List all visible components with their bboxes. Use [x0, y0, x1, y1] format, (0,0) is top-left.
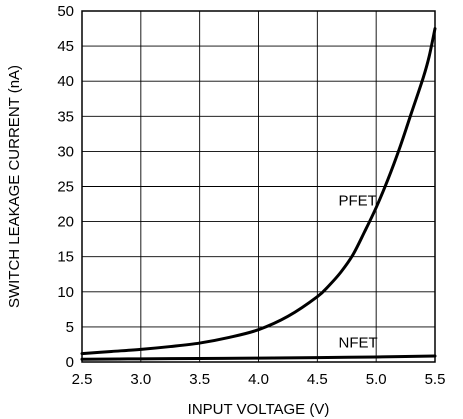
x-tick-label: 3.0 [130, 371, 151, 388]
y-tick-label: 35 [57, 108, 74, 125]
grid-lines [81, 10, 436, 363]
y-tick-label: 50 [57, 3, 74, 20]
y-tick-label: 15 [57, 249, 74, 266]
series-labels: PFET NFET [339, 192, 378, 351]
y-tick-label: 20 [57, 214, 74, 231]
x-tick-label: 4.5 [307, 371, 328, 388]
x-tick-label: 3.5 [189, 371, 210, 388]
y-tick-label: 0 [66, 354, 74, 371]
x-tick-label: 2.5 [72, 371, 93, 388]
y-tick-label: 10 [57, 284, 74, 301]
series-line-nfet [80, 354, 437, 361]
y-axis-title: SWITCH LEAKAGE CURRENT (nA) [6, 65, 23, 308]
y-tick-label: 25 [57, 179, 74, 196]
plot-frame [81, 10, 436, 363]
x-tick-label: 5.0 [366, 371, 387, 388]
series-label-nfet: NFET [339, 334, 378, 351]
y-tick-label: 30 [57, 143, 74, 160]
series-label-pfet: PFET [339, 192, 377, 209]
x-tick-label: 5.5 [425, 371, 446, 388]
x-tick-labels: 2.5 3.0 3.5 4.0 4.5 5.0 5.5 [72, 371, 446, 388]
y-tick-labels: 0 5 10 15 20 25 30 35 40 45 50 [57, 3, 74, 371]
series-layer [80, 27, 437, 361]
y-tick-label: 40 [57, 73, 74, 90]
x-axis-title: INPUT VOLTAGE (V) [188, 401, 330, 418]
x-tick-label: 4.0 [248, 371, 269, 388]
y-tick-label: 45 [57, 38, 74, 55]
y-tick-label: 5 [66, 319, 74, 336]
series-line-pfet [80, 27, 437, 356]
